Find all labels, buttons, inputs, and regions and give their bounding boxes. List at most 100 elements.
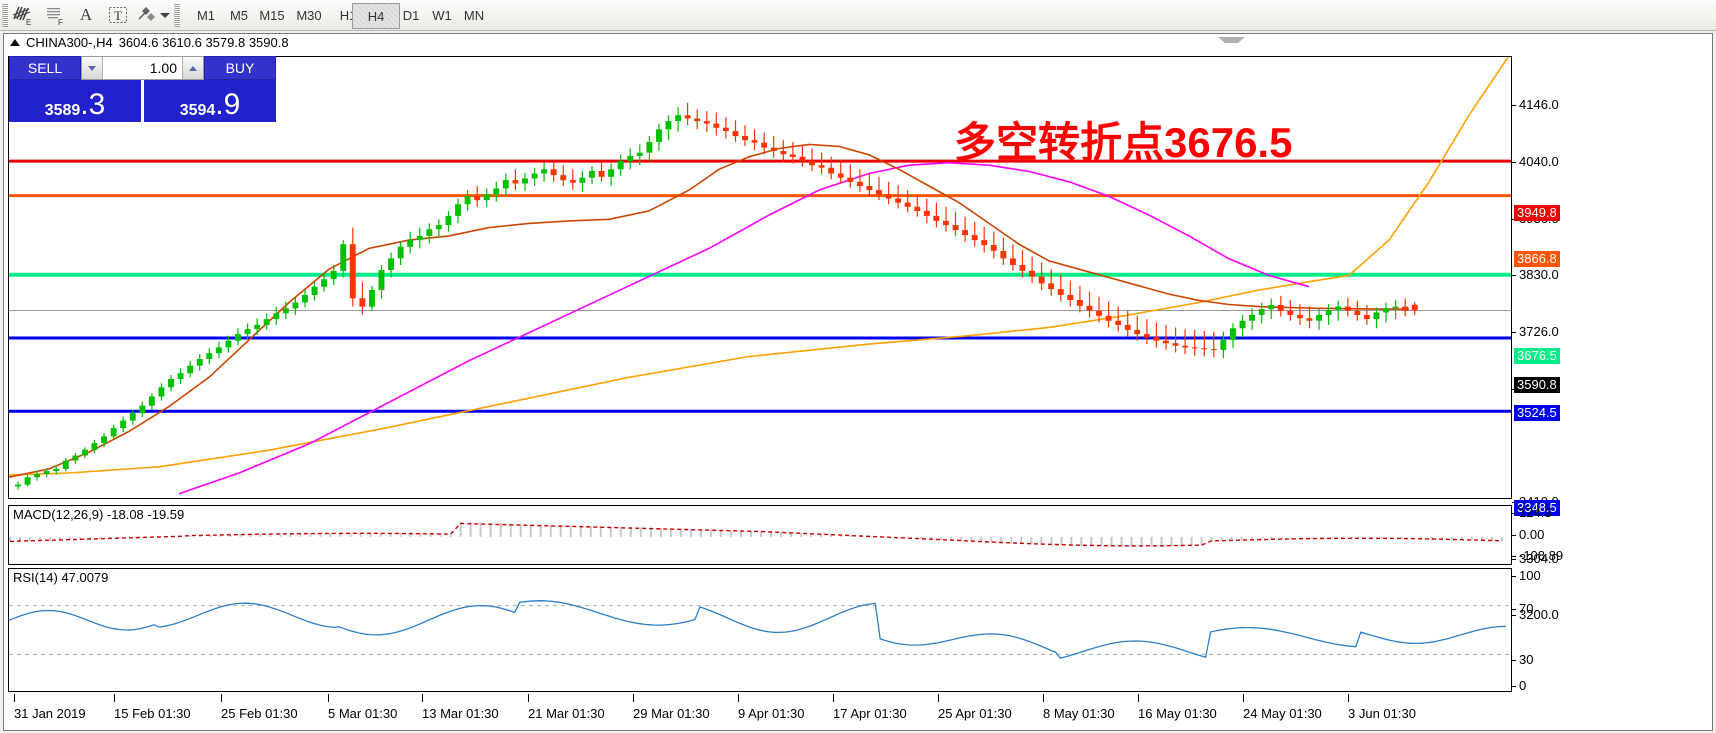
- candlestick: [330, 265, 337, 285]
- candlestick: [321, 273, 327, 292]
- svg-text:E: E: [26, 18, 31, 26]
- candlestick: [493, 181, 500, 202]
- timeframe-m30[interactable]: M30: [296, 7, 322, 23]
- candlestick: [876, 176, 882, 201]
- price-tick-label-4: 3726.0: [1519, 324, 1559, 339]
- candlestick: [799, 145, 806, 167]
- objects-icon[interactable]: [134, 2, 162, 28]
- candlestick: [1143, 319, 1150, 345]
- candlestick: [1048, 269, 1055, 296]
- candlestick: [177, 368, 184, 384]
- candlestick: [349, 227, 356, 307]
- price-tick: [1512, 332, 1516, 333]
- bar-chart-e-icon[interactable]: E: [10, 2, 38, 28]
- candlestick: [761, 132, 768, 155]
- rsi-tick: [1512, 576, 1516, 577]
- candlestick: [53, 465, 60, 475]
- candlestick: [1325, 304, 1332, 325]
- candlestick: [1086, 291, 1093, 318]
- candlestick: [914, 194, 921, 217]
- rsi-line: [9, 600, 1507, 660]
- text-a-icon[interactable]: A: [72, 2, 100, 28]
- ask-price-button[interactable]: 3594 .9: [144, 80, 276, 122]
- resistance-1-label: 3949.8: [1514, 205, 1560, 221]
- candlestick: [416, 227, 423, 249]
- dotted-chart-f-icon[interactable]: F: [42, 2, 70, 28]
- toolbar-grip-2[interactable]: [174, 3, 180, 27]
- candlestick: [1335, 300, 1342, 321]
- candlestick: [244, 323, 251, 340]
- rsi-tick-label-3: 0: [1519, 678, 1527, 693]
- time-tick: [14, 694, 15, 702]
- bid-price-button[interactable]: 3589 .3: [9, 80, 141, 122]
- candlestick: [703, 111, 710, 132]
- timeframe-w1[interactable]: W1: [432, 7, 452, 23]
- volume-stepper[interactable]: 1.00: [81, 56, 204, 80]
- candlestick: [206, 348, 213, 364]
- timeframe-d1[interactable]: D1: [402, 7, 420, 23]
- candlestick: [1172, 327, 1179, 353]
- candlestick: [1316, 308, 1322, 330]
- collapse-triangle-icon[interactable]: [10, 39, 20, 46]
- candlestick: [627, 148, 634, 170]
- time-tick: [528, 694, 529, 702]
- time-tick: [738, 694, 739, 702]
- candlestick: [407, 231, 414, 254]
- candlestick: [541, 162, 548, 182]
- chart-annotation-text: 多空转折点3676.5: [954, 119, 1293, 166]
- macd-pane[interactable]: MACD(12,26,9) -18.08 -19.59: [8, 505, 1512, 565]
- timeframe-m1[interactable]: M1: [196, 7, 216, 23]
- text-box-t-icon[interactable]: T: [104, 2, 132, 28]
- timeframe-m15[interactable]: M15: [259, 7, 285, 23]
- candlestick: [1000, 237, 1007, 265]
- volume-decrease-button[interactable]: [82, 57, 103, 79]
- ma-slow-line: [9, 57, 1510, 476]
- candlestick: [608, 163, 614, 186]
- candlestick: [1230, 323, 1236, 349]
- candlestick: [1220, 331, 1227, 359]
- sell-button[interactable]: SELL: [9, 56, 81, 80]
- current-price-label: 3590.8: [1514, 377, 1560, 393]
- candlestick: [129, 409, 136, 425]
- candlestick: [369, 285, 375, 311]
- time-tick: [633, 694, 634, 702]
- candlestick: [780, 140, 787, 161]
- candlestick: [1344, 297, 1351, 317]
- volume-increase-button[interactable]: [182, 57, 203, 79]
- candlestick: [1306, 306, 1313, 329]
- buy-button[interactable]: BUY: [204, 56, 276, 80]
- candlestick: [1134, 315, 1141, 341]
- objects-dropdown-icon[interactable]: [158, 2, 172, 28]
- candlestick: [15, 481, 21, 490]
- time-tick: [328, 694, 329, 702]
- volume-input[interactable]: 1.00: [103, 57, 182, 79]
- candlestick: [675, 106, 681, 132]
- price-tick: [1512, 559, 1516, 560]
- candlestick: [1277, 295, 1284, 317]
- price-tick: [1512, 105, 1516, 106]
- rsi-pane[interactable]: RSI(14) 47.0079: [8, 568, 1512, 692]
- timeframe-m5[interactable]: M5: [229, 7, 249, 23]
- timeframe-mn[interactable]: MN: [463, 7, 485, 23]
- candlestick: [273, 306, 280, 325]
- time-tick-label-7: 9 Apr 01:30: [738, 706, 805, 721]
- candlestick: [340, 240, 347, 278]
- candlestick: [139, 401, 146, 418]
- candlestick: [359, 281, 366, 315]
- candlestick: [196, 354, 203, 371]
- candlestick: [225, 335, 232, 353]
- candlestick: [1383, 302, 1389, 323]
- toolbar-grip-1[interactable]: [2, 3, 8, 27]
- svg-text:T: T: [114, 8, 122, 23]
- svg-text:F: F: [58, 18, 63, 26]
- candlestick: [292, 296, 299, 315]
- price-pane[interactable]: [8, 56, 1512, 499]
- time-tick-label-2: 25 Feb 01:30: [221, 706, 298, 721]
- candlestick: [502, 173, 509, 196]
- candlestick: [617, 154, 624, 176]
- timeframe-h4[interactable]: H4: [352, 3, 400, 29]
- chart-scroll-handle[interactable]: [1218, 37, 1245, 43]
- rsi-axis: 100 70 30 0: [1512, 568, 1712, 693]
- candlestick: [923, 198, 930, 224]
